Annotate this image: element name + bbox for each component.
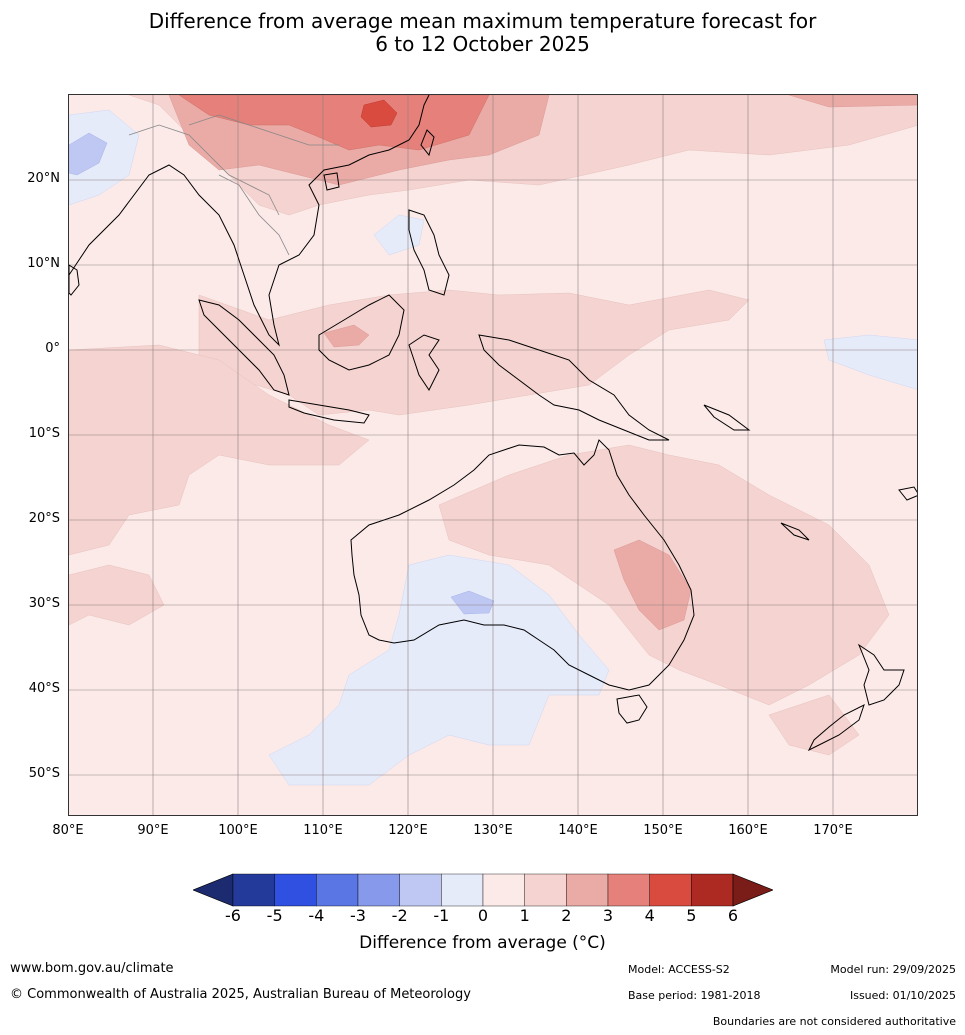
lon-label-100e: 100°E bbox=[218, 823, 258, 838]
colorbar-tick: -5 bbox=[266, 906, 283, 925]
lon-label-150e: 150°E bbox=[643, 823, 683, 838]
colorbar-tick: 6 bbox=[727, 906, 739, 925]
colorbar-tick: 1 bbox=[519, 906, 530, 925]
new-guinea-coastline bbox=[478, 334, 670, 441]
colorbar bbox=[193, 873, 773, 907]
boundaries-disclaimer: Boundaries are not considered authoritat… bbox=[712, 1015, 956, 1028]
colorbar-tick: -2 bbox=[391, 906, 408, 925]
colorbar-swatch bbox=[607, 873, 650, 907]
temperature-anomaly-map bbox=[68, 94, 918, 816]
java-coastline bbox=[288, 399, 370, 424]
sumatra-coastline bbox=[198, 299, 290, 396]
philippines-coastline bbox=[408, 209, 450, 296]
anomaly-neg1-to-0-philippines-region bbox=[373, 214, 425, 256]
lat-label-20s: 20°S bbox=[28, 511, 60, 526]
anomaly-neg1-to-0-central-pacific-region bbox=[823, 334, 917, 390]
anomaly-neg1-to-0-bay-of-bengal-region bbox=[69, 109, 140, 206]
sulawesi-coastline bbox=[408, 334, 440, 391]
coastlines bbox=[69, 95, 917, 752]
lon-label-170e: 170°E bbox=[813, 823, 853, 838]
lon-label-120e: 120°E bbox=[388, 823, 428, 838]
base-period: Base period: 1981-2018 bbox=[628, 989, 761, 1002]
lat-label-20n: 20°N bbox=[27, 171, 60, 186]
lon-label-130e: 130°E bbox=[473, 823, 513, 838]
colorbar-swatch bbox=[566, 873, 609, 907]
colorbar-swatch bbox=[524, 873, 567, 907]
country-boundaries bbox=[128, 114, 339, 256]
colorbar-swatch bbox=[399, 873, 442, 907]
model-run-date: Model run: 29/09/2025 bbox=[830, 963, 956, 976]
anomaly-2-to-3-queensland-region bbox=[613, 539, 692, 631]
colorbar-swatch bbox=[441, 873, 484, 907]
colorbar-tick: -4 bbox=[308, 906, 325, 925]
website-link[interactable]: www.bom.gov.au/climate bbox=[10, 961, 174, 976]
colorbar-swatch bbox=[316, 873, 359, 907]
new-zealand-north-island-coastline bbox=[857, 643, 905, 706]
lat-label-30s: 30°S bbox=[28, 596, 60, 611]
taiwan-coastline bbox=[420, 129, 435, 157]
lat-label-50s: 50°S bbox=[28, 766, 60, 781]
asia-coastline bbox=[69, 95, 430, 347]
lat-label-10n: 10°N bbox=[27, 256, 60, 271]
map-title: Difference from average mean maximum tem… bbox=[0, 10, 965, 56]
anomaly-4-to-5-guangxi-region bbox=[360, 99, 398, 128]
fiji-coastline bbox=[898, 486, 917, 501]
lon-label-110e: 110°E bbox=[303, 823, 343, 838]
solomon-islands-coastline bbox=[703, 404, 751, 431]
anomaly-neg2-to-neg1-south-australia-region bbox=[450, 590, 495, 615]
lon-label-90e: 90°E bbox=[137, 823, 169, 838]
colorbar-tick: 0 bbox=[477, 906, 489, 925]
new-caledonia-coastline bbox=[780, 522, 810, 541]
issued-date: Issued: 01/10/2025 bbox=[849, 989, 956, 1002]
model-name: Model: ACCESS-S2 bbox=[628, 963, 730, 976]
colorbar-tick: -6 bbox=[225, 906, 241, 925]
colorbar-tick: 5 bbox=[686, 906, 697, 925]
lat-label-40s: 40°S bbox=[28, 681, 60, 696]
colorbar-tick: -3 bbox=[350, 906, 366, 925]
map-canvas bbox=[69, 95, 917, 815]
title-line-1: Difference from average mean maximum tem… bbox=[148, 9, 817, 33]
colorbar-swatch bbox=[482, 873, 525, 907]
lon-label-80e: 80°E bbox=[52, 823, 84, 838]
colorbar-tick: -1 bbox=[433, 906, 450, 925]
tasmania-coastline bbox=[616, 694, 648, 724]
anomaly-neg1-to-0-southern-ocean-region bbox=[268, 554, 610, 786]
anomaly-2-to-3-borneo-region bbox=[323, 324, 370, 348]
anomaly-2-to-3-pacific-north-region bbox=[788, 95, 917, 108]
colorbar-tick: 3 bbox=[602, 906, 614, 925]
copyright-text: © Commonwealth of Australia 2025, Austra… bbox=[10, 987, 471, 1002]
colorbar-swatch bbox=[649, 873, 692, 907]
colorbar-low-extend bbox=[193, 873, 234, 907]
colorbar-swatch bbox=[274, 873, 317, 907]
sri-lanka-coastline bbox=[69, 264, 80, 296]
title-line-2: 6 to 12 October 2025 bbox=[375, 32, 590, 56]
anomaly-1-to-2-south-pacific-region bbox=[768, 694, 860, 756]
anomaly-1-to-2-indian-ocean-region bbox=[69, 344, 370, 556]
colorbar-swatch bbox=[691, 873, 734, 907]
lat-label-0: 0° bbox=[45, 341, 60, 356]
graticule bbox=[69, 95, 917, 815]
borneo-coastline bbox=[318, 294, 405, 371]
australia-coastline bbox=[350, 439, 695, 691]
colorbar-tick: 2 bbox=[561, 906, 572, 925]
colorbar-high-extend bbox=[732, 873, 773, 907]
lon-label-160e: 160°E bbox=[728, 823, 768, 838]
lon-label-140e: 140°E bbox=[558, 823, 598, 838]
colorbar-label: Difference from average (°C) bbox=[359, 933, 606, 953]
lat-label-10s: 10°S bbox=[28, 426, 60, 441]
colorbar-swatch bbox=[357, 873, 400, 907]
colorbar-swatch bbox=[232, 873, 275, 907]
anomaly-neg2-to-neg1-bay-of-bengal-region bbox=[69, 132, 108, 176]
anomaly-1-to-2-maritime-region bbox=[198, 289, 750, 416]
anomaly-1-to-2-southwest-region bbox=[69, 564, 165, 626]
new-zealand-south-island-coastline bbox=[807, 704, 865, 752]
colorbar-swatches bbox=[232, 873, 734, 907]
colorbar-tick: 4 bbox=[644, 906, 655, 925]
hainan-coastline bbox=[323, 172, 340, 191]
